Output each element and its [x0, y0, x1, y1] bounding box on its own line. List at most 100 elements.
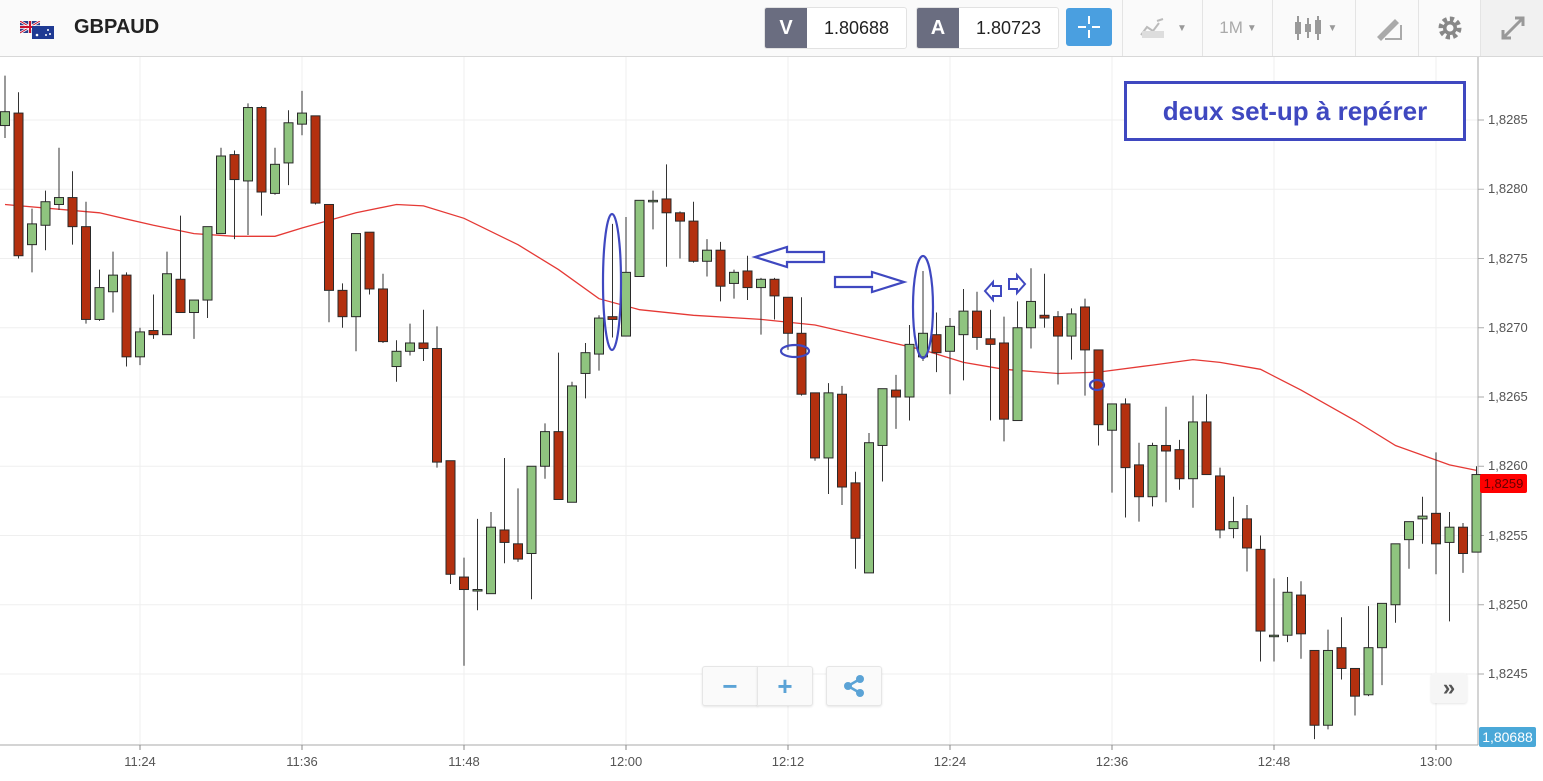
candle	[202, 226, 213, 319]
candle-body-down	[985, 338, 996, 345]
candle	[1026, 268, 1036, 349]
candle-body-down	[1255, 548, 1266, 632]
time-tick-label: 11:48	[448, 754, 480, 769]
candle-body-down	[810, 392, 820, 459]
scroll-forward-button[interactable]: »	[1431, 673, 1467, 703]
candle-body-up	[1363, 647, 1374, 696]
candle	[958, 288, 969, 381]
candle-body-up	[391, 350, 402, 368]
sell-price-button[interactable]: V 1.80688	[764, 7, 907, 49]
candle	[810, 392, 820, 461]
candle	[945, 318, 955, 395]
candle	[337, 283, 348, 328]
candle-body-up	[648, 199, 658, 203]
candle	[121, 272, 132, 367]
candle-body-down	[850, 482, 861, 539]
price-tick-label: 1,8270	[1488, 319, 1528, 335]
candle	[1336, 617, 1347, 680]
chevron-down-icon: ▼	[1327, 22, 1338, 34]
candle-body-down	[675, 212, 685, 222]
buy-price-button[interactable]: A 1.80723	[916, 7, 1059, 49]
candle	[729, 269, 739, 299]
candle	[1107, 403, 1117, 493]
candle	[1188, 395, 1198, 508]
fullscreen-button[interactable]	[1480, 0, 1543, 56]
settings-button[interactable]	[1418, 0, 1481, 56]
chart-type-button[interactable]: ▼	[1122, 0, 1203, 56]
candle	[1282, 577, 1293, 643]
candle-body-up	[40, 201, 51, 226]
time-tick-label: 12:48	[1257, 754, 1291, 769]
symbol-name: GBPAUD	[74, 16, 160, 38]
candle-body-up	[1107, 403, 1117, 431]
candle	[742, 255, 753, 301]
candle	[499, 457, 510, 564]
chevron-down-icon: ▼	[1177, 22, 1187, 34]
candle-style-button[interactable]: ▼	[1272, 0, 1356, 56]
candle-body-up	[405, 342, 415, 352]
candle	[621, 216, 631, 337]
zoom-out-button[interactable]: −	[702, 666, 758, 706]
candle	[81, 201, 91, 324]
zoom-in-button[interactable]: +	[757, 666, 813, 706]
candle-body-up	[823, 392, 834, 459]
share-button[interactable]	[826, 666, 882, 706]
candle	[688, 201, 699, 263]
candle-body-down	[1161, 444, 1171, 452]
candle	[148, 294, 159, 339]
candle	[648, 190, 658, 230]
price-tick-label: 1,8265	[1488, 389, 1528, 404]
candle-body-up	[1188, 421, 1198, 480]
candle-body-up	[472, 589, 483, 592]
candle-body-down	[715, 249, 726, 287]
candle-body-down	[513, 543, 523, 560]
candle-body-up	[1404, 521, 1414, 541]
candle-body-up	[702, 249, 712, 262]
toolbar: GBPAUD V 1.80688 A 1.80723 ▼ 1M ▼ ▼	[0, 0, 1543, 57]
candle-body-down	[364, 231, 375, 290]
price-tick-label: 1,8280	[1488, 181, 1528, 197]
candle	[999, 316, 1009, 442]
candle-body-down	[67, 197, 78, 228]
candle	[1471, 466, 1482, 553]
candle	[459, 557, 469, 666]
candle-body-up	[297, 112, 307, 125]
setup-ellipse-1	[601, 212, 623, 352]
candle-body-down	[418, 342, 429, 350]
candle-body-down	[1201, 421, 1212, 476]
gb-au-flag-icon	[20, 21, 54, 39]
candle	[1147, 442, 1158, 507]
timeframe-dropdown[interactable]: 1M ▼	[1202, 0, 1273, 56]
candle	[256, 106, 267, 216]
candle	[1039, 273, 1050, 328]
candle	[1404, 521, 1414, 569]
timeframe-label: 1M	[1219, 18, 1243, 37]
candle	[1377, 602, 1387, 686]
candle-body-up	[1471, 474, 1482, 553]
candle	[783, 296, 793, 350]
time-tick-label: 12:24	[933, 754, 967, 769]
buy-tag: A	[917, 8, 959, 48]
candle	[27, 208, 37, 273]
arrow-right-icon	[833, 270, 908, 294]
candle-body-up	[270, 163, 280, 194]
candle	[1228, 496, 1239, 539]
candle	[1174, 439, 1185, 490]
candle-body-up	[189, 299, 199, 314]
crosshair-button[interactable]	[1066, 8, 1112, 46]
candle-body-up	[162, 273, 172, 336]
candle	[54, 147, 64, 211]
candle-body-up	[1282, 591, 1293, 636]
candle	[1458, 523, 1468, 573]
candle	[364, 231, 375, 295]
candle-body-up	[94, 287, 105, 320]
candle	[931, 312, 942, 373]
candle-body-up	[1066, 313, 1077, 337]
candle-body-down	[310, 115, 321, 204]
candle	[513, 488, 523, 562]
drawing-tools-button[interactable]	[1355, 0, 1419, 56]
candle-body-down	[796, 332, 807, 395]
candle	[540, 423, 550, 479]
candle-body-down	[931, 334, 942, 354]
